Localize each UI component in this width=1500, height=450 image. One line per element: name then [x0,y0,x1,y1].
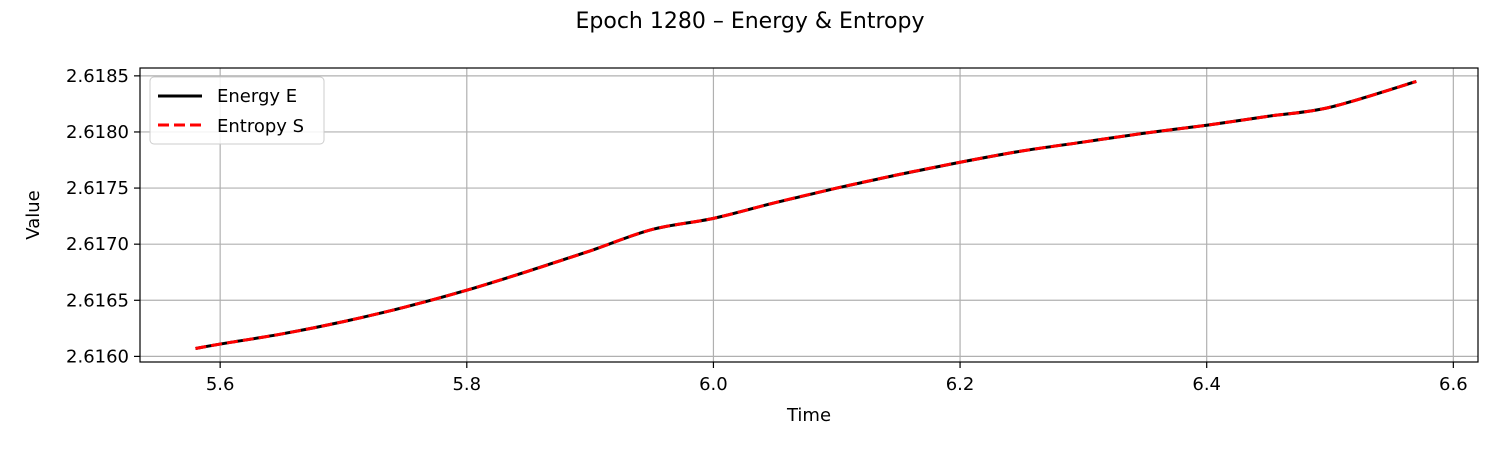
x-tick-label: 5.8 [452,374,481,395]
y-tick-label: 2.6175 [66,178,129,199]
series-layer [195,80,1417,351]
x-axis-label: Time [786,405,831,426]
x-tick-label: 6.0 [699,374,728,395]
chart-title: Epoch 1280 – Energy & Entropy [576,9,925,34]
x-tick-label: 6.2 [946,374,975,395]
legend-label-entropy: Entropy S [217,116,304,137]
legend-label-energy: Energy E [217,86,297,107]
grid-layer [140,68,1478,362]
legend-box [149,76,325,145]
x-tick-label: 5.6 [206,374,235,395]
y-tick-label: 2.6160 [66,346,129,367]
x-tick-label: 6.4 [1192,374,1221,395]
x-tick-label: 6.6 [1439,374,1468,395]
y-tick-label: 2.6185 [66,66,129,87]
y-tick-label: 2.6165 [66,290,129,311]
y-tick-label: 2.6170 [66,234,129,255]
series-line-entropy [195,80,1417,351]
y-tick-label: 2.6180 [66,122,129,143]
y-axis-label: Value [23,190,44,239]
plot-frame [139,67,1479,363]
tick-layer: 5.6 5.8 6.0 6.2 6.4 6.6 2.6160 2.6165 2.6170 2.61… [66,66,1468,395]
legend: Energy E Entropy S [149,76,325,145]
